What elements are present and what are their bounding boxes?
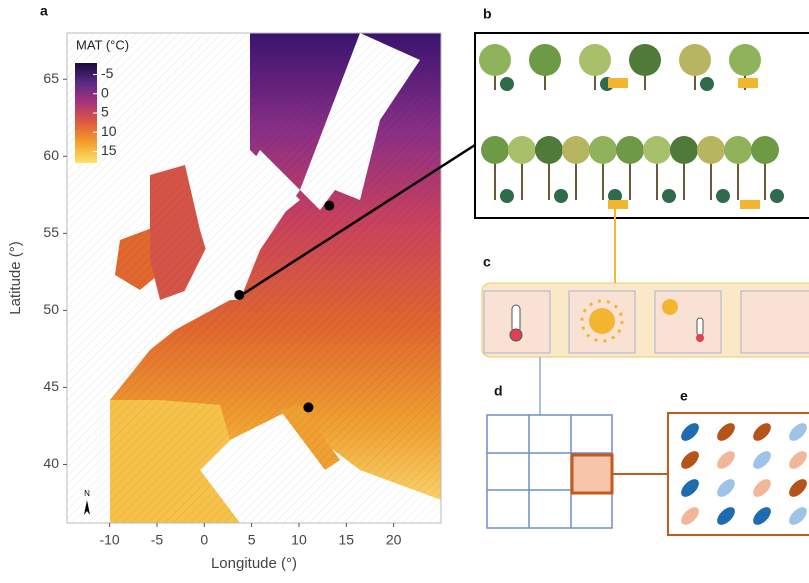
- leaf-icon: [789, 507, 807, 525]
- y-tick-label: 50: [43, 301, 59, 317]
- legend-tick-label: 5: [101, 104, 109, 120]
- legend-title: MAT (°C): [76, 37, 129, 52]
- y-tick-label: 60: [43, 147, 59, 163]
- tree-crown: [535, 136, 563, 164]
- sun-icon: [580, 299, 624, 343]
- y-axis-title: Latitude (°): [7, 241, 24, 315]
- shrub: [500, 189, 514, 203]
- shrub: [716, 189, 730, 203]
- combined-card: [654, 290, 722, 354]
- tree-crown: [508, 136, 536, 164]
- x-tick-label: 10: [291, 532, 307, 548]
- map-area: [67, 33, 441, 523]
- sun-thermo-icon: [662, 299, 704, 342]
- leaf-icon: [717, 451, 735, 469]
- legend-tick-label: 15: [101, 142, 117, 158]
- x-tick-label: 20: [386, 532, 402, 548]
- shrub: [700, 77, 714, 91]
- panel-label: c: [483, 254, 491, 270]
- leaf-icon: [753, 507, 771, 525]
- leaf-icon: [681, 423, 699, 441]
- x-axis-title: Longitude (°): [211, 555, 297, 572]
- x-tick-label: -10: [99, 532, 119, 548]
- tree-crown: [679, 44, 711, 76]
- tree-crown: [697, 136, 725, 164]
- map-frame: [66, 32, 442, 524]
- y-tick-label: 40: [43, 455, 59, 471]
- site-point: [234, 289, 245, 300]
- legend-tick-label: -5: [101, 65, 114, 81]
- thermometer-icon: [509, 304, 523, 342]
- shrub: [770, 189, 784, 203]
- climate-box: [481, 282, 809, 358]
- highlight-cell: [570, 453, 614, 495]
- tree-crown: [751, 136, 779, 164]
- leaf-icon: [681, 451, 699, 469]
- tree-crown: [589, 136, 617, 164]
- legend-bar: [75, 63, 97, 163]
- leaf-icon: [789, 423, 807, 441]
- leaf-icon: [753, 451, 771, 469]
- tree-crown: [562, 136, 590, 164]
- legend-tick-label: 10: [101, 123, 117, 139]
- tree-crown: [643, 136, 671, 164]
- x-tick-label: 0: [200, 532, 208, 548]
- tree-crown: [629, 44, 661, 76]
- leaf-icon: [681, 507, 699, 525]
- panel-label: e: [680, 388, 688, 404]
- panel-b: [474, 32, 809, 219]
- site-point: [303, 402, 314, 413]
- north-arrow: [84, 500, 90, 515]
- sensor: [740, 200, 760, 209]
- tree-crown: [616, 136, 644, 164]
- empty-card: [740, 290, 809, 354]
- leaf-icon: [789, 451, 807, 469]
- leaf-icon: [717, 479, 735, 497]
- tree-crown: [670, 136, 698, 164]
- tree-crown: [724, 136, 752, 164]
- tree-crown: [579, 44, 611, 76]
- connector: [239, 143, 476, 298]
- site-point: [324, 200, 335, 211]
- legend-tick-label: 0: [101, 84, 109, 100]
- north-label: N: [84, 489, 90, 498]
- y-tick-label: 45: [43, 378, 59, 394]
- leaf-icon: [717, 507, 735, 525]
- y-tick-label: 65: [43, 70, 59, 86]
- panel-label: a: [40, 3, 48, 19]
- panel-label: b: [483, 6, 492, 22]
- hatching: [67, 33, 441, 523]
- leaf-icon: [753, 479, 771, 497]
- x-tick-label: 5: [248, 532, 256, 548]
- tree-crown: [729, 44, 761, 76]
- tree-crown: [529, 44, 561, 76]
- shrub: [662, 189, 676, 203]
- tree-crown: [481, 136, 509, 164]
- sensor: [608, 78, 628, 88]
- x-tick-label: 15: [339, 532, 355, 548]
- panel-label: d: [494, 383, 503, 399]
- shrub: [500, 77, 514, 91]
- sensor: [608, 200, 628, 209]
- leaf-icon: [681, 479, 699, 497]
- sensor: [738, 78, 758, 88]
- shrub: [554, 189, 568, 203]
- tree-crown: [479, 44, 511, 76]
- y-tick-label: 55: [43, 224, 59, 240]
- leaf-icon: [753, 423, 771, 441]
- x-tick-label: -5: [151, 532, 164, 548]
- shrub: [608, 189, 622, 203]
- leaf-icon: [789, 479, 807, 497]
- leaf-icon: [717, 423, 735, 441]
